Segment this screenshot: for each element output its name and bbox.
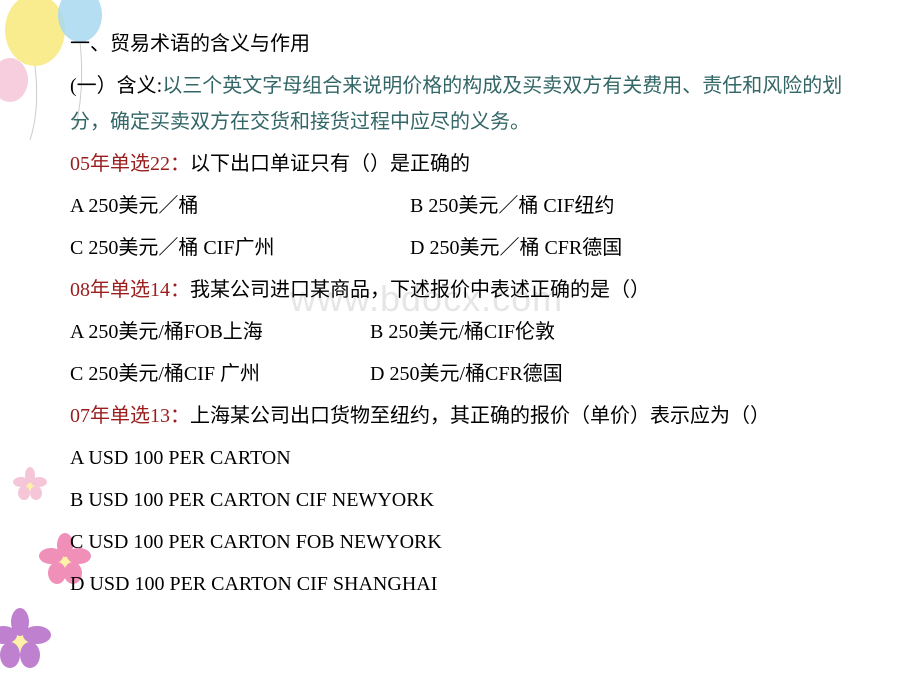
heading-main: 一、贸易术语的含义与作用 <box>70 26 860 62</box>
q2-text: 我某公司进口某商品，下述报价中表述正确的是（） <box>190 279 650 301</box>
q1-row1: A 250美元／桶 B 250美元／桶 CIF纽约 <box>70 188 860 224</box>
q3-text: 上海某公司出口货物至纽约，其正确的报价（单价）表示应为（） <box>190 405 770 427</box>
q3-tag: 07年单选13： <box>70 405 190 427</box>
q2-tag: 08年单选14： <box>70 279 190 301</box>
q2-optC: C 250美元/桶CIF 广州 <box>70 356 370 392</box>
definition-label: (一）含义: <box>70 75 162 97</box>
q1-row2: C 250美元／桶 CIF广州 D 250美元／桶 CFR德国 <box>70 230 860 266</box>
q1-stem: 05年单选22：以下出口单证只有（）是正确的 <box>70 146 860 182</box>
definition-line: (一）含义:以三个英文字母组合来说明价格的构成及买卖双方有关费用、责任和风险的划… <box>70 68 860 140</box>
q1-optA: A 250美元／桶 <box>70 188 410 224</box>
q1-text: 以下出口单证只有（）是正确的 <box>190 153 470 175</box>
q3-optA: A USD 100 PER CARTON <box>70 440 860 476</box>
q1-optC: C 250美元／桶 CIF广州 <box>70 230 410 266</box>
q2-row1: A 250美元/桶FOB上海 B 250美元/桶CIF伦敦 <box>70 314 860 350</box>
q2-optD: D 250美元/桶CFR德国 <box>370 356 563 392</box>
q2-row2: C 250美元/桶CIF 广州 D 250美元/桶CFR德国 <box>70 356 860 392</box>
q1-optD: D 250美元／桶 CFR德国 <box>410 230 622 266</box>
q2-optB: B 250美元/桶CIF伦敦 <box>370 314 555 350</box>
q3-stem: 07年单选13：上海某公司出口货物至纽约，其正确的报价（单价）表示应为（） <box>70 398 860 434</box>
q3-optB: B USD 100 PER CARTON CIF NEWYORK <box>70 482 860 518</box>
definition-text: 以三个英文字母组合来说明价格的构成及买卖双方有关费用、责任和风险的划分，确定买卖… <box>70 75 842 133</box>
q3-optC: C USD 100 PER CARTON FOB NEWYORK <box>70 524 860 560</box>
q3-optD: D USD 100 PER CARTON CIF SHANGHAI <box>70 566 860 602</box>
q1-optB: B 250美元／桶 CIF纽约 <box>410 188 614 224</box>
q2-stem: 08年单选14：我某公司进口某商品，下述报价中表述正确的是（） <box>70 272 860 308</box>
q1-tag: 05年单选22： <box>70 153 190 175</box>
slide-content: 一、贸易术语的含义与作用 (一）含义:以三个英文字母组合来说明价格的构成及买卖双… <box>0 0 920 628</box>
q2-optA: A 250美元/桶FOB上海 <box>70 314 370 350</box>
